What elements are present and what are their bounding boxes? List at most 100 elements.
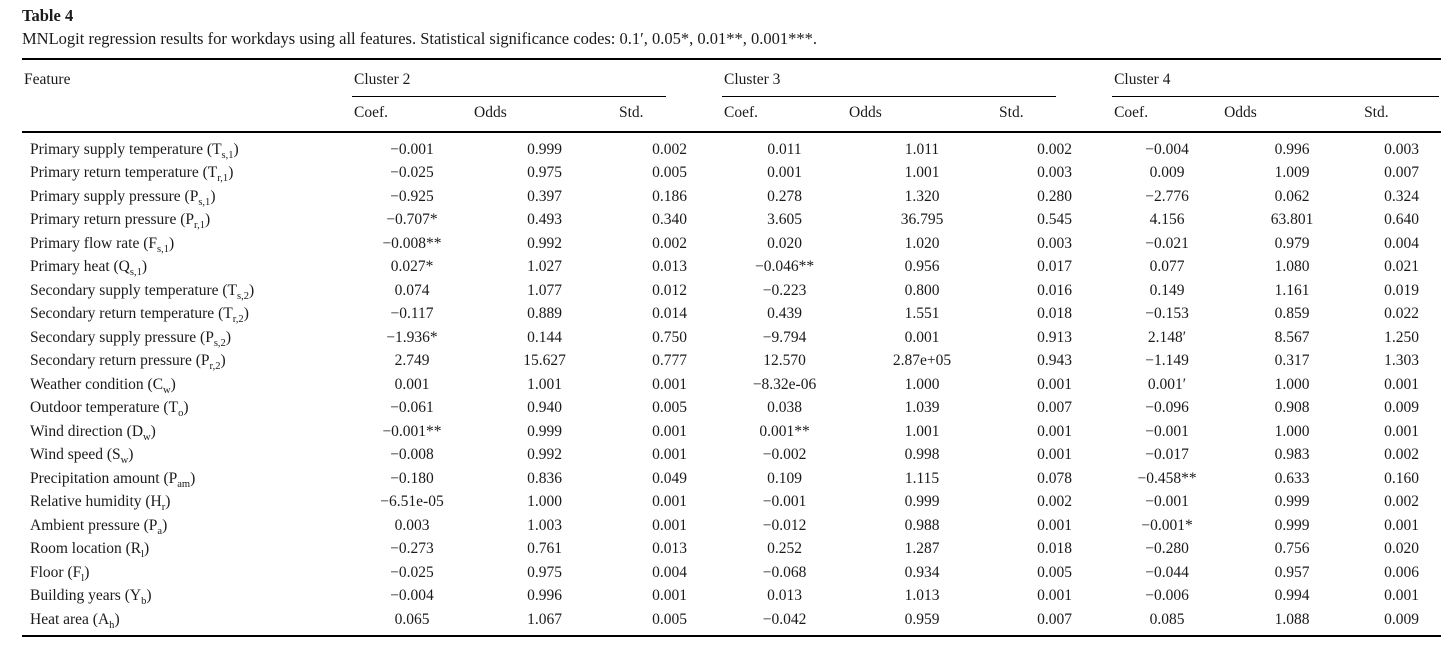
feature-cell: Primary supply temperature (Ts,1) [30,141,239,162]
value-cell: 0.999 [1274,516,1310,534]
table-row: Building years (Yb) −0.004 0.996 0.001 0.013… [22,585,1441,608]
value-cell: −0.707* [386,211,438,229]
feature-cell: Ambient pressure (Pa) [30,516,168,537]
value-cell: 0.077 [1149,258,1185,276]
value-cell: 0.065 [394,610,430,628]
value-cell: 0.983 [1274,446,1310,464]
value-cell: 0.002 [652,234,687,252]
value-cell: 1.000 [1274,422,1310,440]
value-cell: 0.001 [652,375,687,393]
value-cell: 1.077 [527,281,562,299]
value-cell: −0.008 [390,446,434,464]
value-cell: −0.004 [390,587,434,605]
group-header-cluster-4: Cluster 4 [1112,59,1441,97]
value-cell: 1.067 [527,610,562,628]
value-cell: −0.001 [390,141,434,158]
value-cell: 0.002 [1037,493,1072,511]
value-cell: 0.018 [1037,540,1072,558]
value-cell: 0.001 [1384,587,1420,605]
table-row: Precipitation amount (Pam) −0.180 0.836 0.0… [22,467,1441,490]
value-cell: 0.001 [904,328,940,346]
value-cell: 0.013 [652,258,687,276]
value-cell: −0.925 [390,187,434,205]
value-cell: 0.001 [1037,375,1072,393]
value-cell: −0.008** [382,234,442,252]
value-cell: 1.011 [904,141,940,158]
value-cell: 0.007 [1384,164,1420,182]
value-cell: 0.640 [1384,211,1420,229]
value-cell: 1.287 [904,540,940,558]
feature-cell: Secondary supply temperature (Ts,2) [30,281,255,302]
value-cell: 0.007 [1037,399,1072,417]
table-row: Weather condition (Cw) 0.001 1.001 0.001 −8.… [22,373,1441,396]
value-cell: 0.001 [1037,446,1072,464]
value-cell: 3.605 [767,211,802,229]
value-cell: 0.001 [1384,422,1420,440]
value-cell: 15.627 [523,352,566,370]
value-cell: 0.001′ [1147,375,1187,393]
table-row: Room location (Rl) −0.273 0.761 0.013 0.252 1… [22,538,1441,561]
value-cell: 1.303 [1384,352,1420,370]
value-cell: 0.994 [1274,587,1310,605]
value-cell: 0.956 [904,258,940,276]
value-cell: 0.186 [652,187,687,205]
value-cell: 36.795 [900,211,944,229]
col-header-coef: Coef. [354,104,389,121]
value-cell: −0.004 [1145,141,1189,158]
feature-cell: Wind direction (Dw) [30,422,156,443]
feature-cell: Wind speed (Sw) [30,446,134,467]
value-cell: 4.156 [1149,211,1185,229]
table-row: Secondary return temperature (Tr,2) −0.11… [22,303,1441,326]
value-cell: 0.998 [904,446,940,464]
value-cell: 1.115 [904,469,940,487]
value-cell: 2.87e+05 [892,352,952,370]
table-title: Table 4 [22,6,74,25]
value-cell: 0.001 [652,446,687,464]
table-row: Wind speed (Sw) −0.008 0.992 0.001 −0.002 0.9… [22,444,1441,467]
value-cell: 0.006 [1384,563,1420,581]
value-cell: 1.013 [904,587,940,605]
value-cell: −0.273 [390,540,434,558]
value-cell: 0.085 [1149,610,1185,628]
value-cell: 12.570 [763,352,806,370]
feature-cell: Weather condition (Cw) [30,375,176,396]
col-header-coef: Coef. [724,104,759,121]
value-cell: 1.250 [1384,328,1420,346]
value-cell: 0.001 [652,493,687,511]
value-cell: 0.049 [652,469,687,487]
value-cell: 0.959 [904,610,940,628]
value-cell: 1.000 [904,375,940,393]
value-cell: 1.027 [527,258,562,276]
group-header-row: Feature Cluster 2 Cluster 3 Cluster 4 [22,59,1441,97]
value-cell: 0.979 [1274,234,1310,252]
value-cell: 0.493 [527,211,562,229]
value-cell: 0.022 [1384,305,1420,323]
value-cell: 0.144 [527,328,562,346]
value-cell: 0.009 [1149,164,1185,182]
table-row: Primary return pressure (Pr,1) −0.707* 0.4… [22,209,1441,232]
value-cell: 0.439 [767,305,802,323]
value-cell: 1.080 [1274,258,1310,276]
group-label: Cluster 3 [722,71,1057,97]
table-row: Secondary return pressure (Pr,2) 2.749 15.… [22,350,1441,373]
subheader-row: Coef. Odds Std. Coef. Odds Std. Coef. Od… [22,97,1441,132]
value-cell: 0.397 [527,187,562,205]
feature-cell: Primary flow rate (Fs,1) [30,234,175,256]
value-cell: 0.004 [652,563,687,581]
value-cell: 2.148′ [1147,328,1187,346]
value-cell: 0.777 [652,352,687,370]
col-header-coef: Coef. [1114,104,1149,121]
value-cell: 0.021 [1384,258,1420,276]
table-row: Primary supply pressure (Ps,1) −0.925 0.39… [22,185,1441,208]
table-row: Heat area (Ah) 0.065 1.067 0.005 −0.042 0.959… [22,608,1441,636]
value-cell: 0.004 [1384,234,1420,252]
table-caption: MNLogit regression results for workdays … [22,29,818,48]
col-header-std: Std. [1364,104,1389,121]
feature-cell: Primary heat (Qs,1) [30,258,148,279]
value-cell: −2.776 [1145,187,1189,205]
value-cell: 0.009 [1384,610,1420,628]
feature-cell: Building years (Yb) [30,587,152,608]
value-cell: 0.996 [1274,141,1310,158]
value-cell: 0.002 [1384,493,1420,511]
value-cell: 0.012 [652,281,687,299]
